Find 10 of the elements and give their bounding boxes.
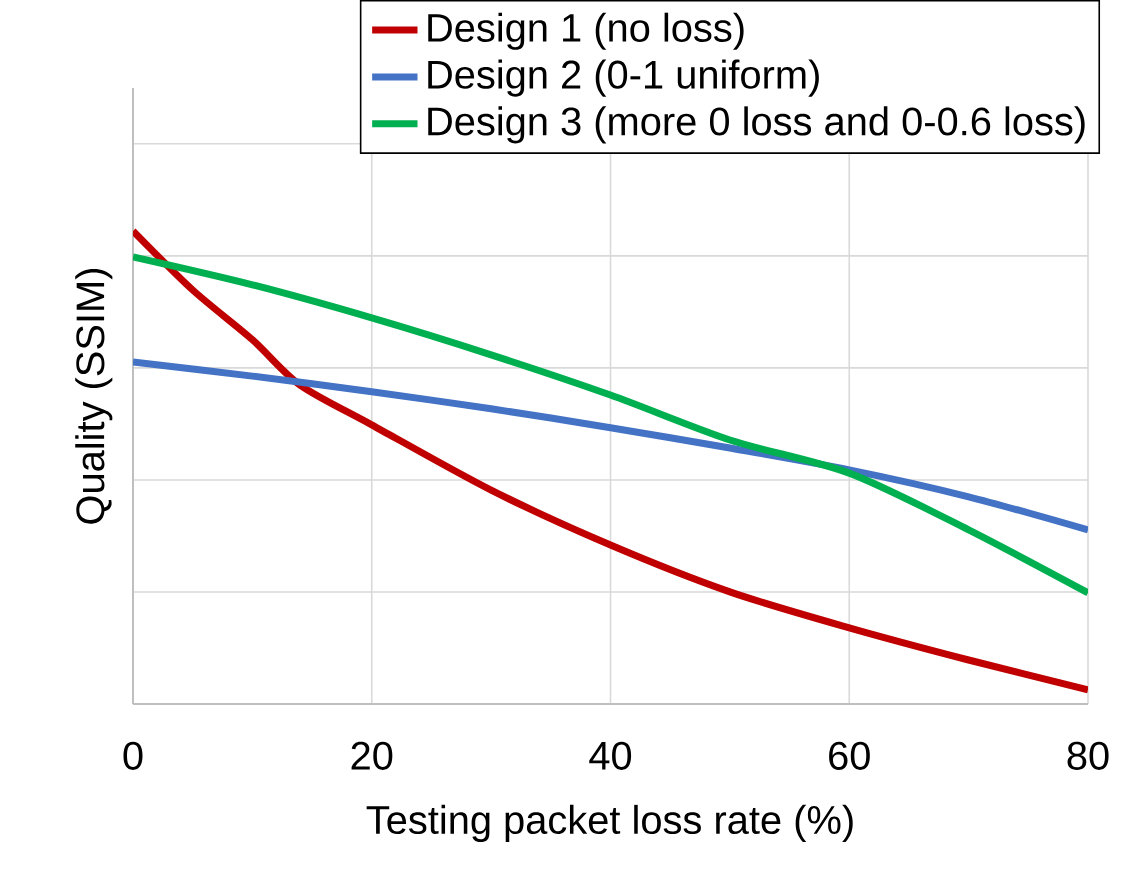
- x-tick-label: 20: [351, 741, 393, 770]
- y-axis-title: Quality (SSIM): [75, 268, 113, 524]
- legend-label: Design 1 (no loss): [428, 12, 744, 50]
- legend-label: Design 2 (0-1 uniform): [428, 59, 819, 97]
- x-tick-label: 60: [829, 741, 870, 770]
- x-tick-label: 40: [589, 741, 632, 770]
- x-axis-title: Testing packet loss rate (%): [366, 804, 853, 843]
- x-tick-label: 0: [123, 741, 143, 770]
- legend-label: Design 3 (more 0 loss and 0-0.6 loss): [428, 106, 1085, 144]
- x-tick-label: 80: [1067, 741, 1109, 770]
